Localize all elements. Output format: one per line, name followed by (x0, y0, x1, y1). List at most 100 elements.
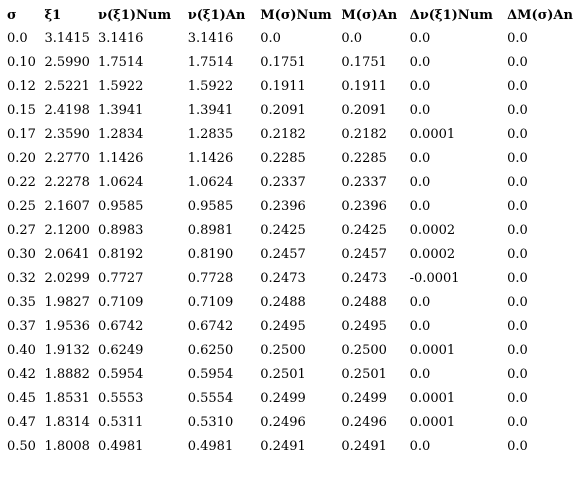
cell-sigma: 0.45 (7, 390, 36, 406)
cell-delta-nu-num: 0.0001 (409, 414, 456, 430)
cell-sigma: 0.32 (7, 270, 36, 286)
cell-nu-an: 0.8981 (187, 222, 234, 238)
cell-m-num: 0.1911 (260, 78, 306, 94)
cell-m-num: 0.2396 (260, 198, 306, 214)
cell-delta-nu-num: 0.0002 (409, 222, 456, 238)
cell-nu-num: 3.1416 (97, 30, 144, 46)
cell-sigma: 0.30 (7, 246, 36, 262)
cell-delta-m-an: 0.0 (507, 198, 528, 214)
cell-m-num: 0.2499 (260, 390, 306, 406)
cell-nu-an: 0.9585 (187, 198, 234, 214)
cell-m-num: 0.2425 (260, 222, 306, 238)
table-row: 0.27 2.1200 0.8983 0.8981 0.2425 0.2425 0.0002… (3, 218, 577, 242)
table-row: 0.15 2.4198 1.3941 1.3941 0.2091 0.2091 0.0 0.0 (3, 98, 577, 122)
cell-xi1: 2.4198 (44, 102, 90, 118)
cell-delta-nu-num: 0.0 (409, 174, 431, 190)
table-row: 0.47 1.8314 0.5311 0.5310 0.2496 0.2496 0.0001… (3, 410, 577, 434)
cell-nu-num: 0.5553 (97, 390, 144, 406)
cell-m-an: 0.2396 (341, 198, 387, 214)
table-row: 0.35 1.9827 0.7109 0.7109 0.2488 0.2488 0.0 0.0 (3, 290, 577, 314)
cell-delta-nu-num: 0.0 (409, 318, 431, 334)
cell-delta-nu-num: 0.0002 (409, 246, 456, 262)
cell-delta-m-an: 0.0 (507, 30, 528, 46)
cell-xi1: 2.0299 (44, 270, 90, 286)
cell-sigma: 0.50 (7, 438, 36, 454)
cell-nu-num: 0.9585 (97, 198, 144, 214)
table-row: 0.40 1.9132 0.6249 0.6250 0.2500 0.2500 0.0001… (3, 338, 577, 362)
cell-delta-m-an: 0.0 (507, 366, 528, 382)
cell-m-an: 0.2091 (341, 102, 387, 118)
header-delta-nu-num: Δν(ξ1)Num (409, 7, 493, 23)
cell-delta-nu-num: 0.0 (409, 30, 431, 46)
header-m-num: M(σ)Num (260, 7, 332, 23)
cell-nu-an: 1.5922 (187, 78, 234, 94)
cell-delta-m-an: 0.0 (507, 102, 528, 118)
cell-m-an: 0.2473 (341, 270, 387, 286)
cell-delta-nu-num: 0.0001 (409, 126, 456, 142)
cell-xi1: 2.3590 (44, 126, 90, 142)
header-nu-an: ν(ξ1)An (187, 7, 246, 23)
cell-delta-m-an: 0.0 (507, 294, 528, 310)
cell-nu-an: 1.2835 (187, 126, 234, 142)
cell-xi1: 1.9827 (44, 294, 90, 310)
cell-delta-nu-num: 0.0 (409, 198, 431, 214)
cell-nu-num: 0.5311 (97, 414, 144, 430)
cell-m-an: 0.2457 (341, 246, 387, 262)
header-m-an: M(σ)An (341, 7, 398, 23)
header-xi1: ξ1 (44, 7, 62, 23)
cell-xi1: 1.8314 (44, 414, 90, 430)
header-row: σ ξ1 ν(ξ1)Num ν(ξ1)An M(σ)Num M(σ)An Δν(… (3, 4, 577, 26)
cell-m-num: 0.2182 (260, 126, 306, 142)
cell-nu-an: 1.7514 (187, 54, 234, 70)
cell-m-an: 0.2425 (341, 222, 387, 238)
cell-delta-m-an: 0.0 (507, 270, 528, 286)
cell-sigma: 0.0 (7, 30, 28, 46)
cell-delta-nu-num: 0.0 (409, 294, 431, 310)
cell-nu-num: 0.6742 (97, 318, 144, 334)
cell-delta-nu-num: 0.0 (409, 366, 431, 382)
cell-m-an: 0.0 (341, 30, 363, 46)
cell-sigma: 0.40 (7, 342, 36, 358)
header-nu-num: ν(ξ1)Num (97, 7, 172, 23)
cell-sigma: 0.20 (7, 150, 36, 166)
cell-nu-an: 0.5954 (187, 366, 234, 382)
cell-sigma: 0.10 (7, 54, 36, 70)
table-row: 0.0 3.1415 3.1416 3.1416 0.0 0.0 0.0 0.0 (3, 26, 577, 50)
cell-xi1: 1.8008 (44, 438, 90, 454)
cell-sigma: 0.42 (7, 366, 36, 382)
cell-xi1: 2.0641 (44, 246, 90, 262)
cell-m-num: 0.2501 (260, 366, 306, 382)
cell-delta-m-an: 0.0 (507, 318, 528, 334)
cell-nu-an: 1.1426 (187, 150, 234, 166)
cell-m-num: 0.2500 (260, 342, 306, 358)
table-header: σ ξ1 ν(ξ1)Num ν(ξ1)An M(σ)Num M(σ)An Δν(… (3, 4, 577, 26)
table-row: 0.50 1.8008 0.4981 0.4981 0.2491 0.2491 0.0 0.0 (3, 434, 577, 458)
cell-nu-an: 0.6742 (187, 318, 234, 334)
cell-m-num: 0.2091 (260, 102, 306, 118)
cell-xi1: 1.9536 (44, 318, 90, 334)
cell-nu-an: 0.5554 (187, 390, 234, 406)
cell-delta-m-an: 0.0 (507, 222, 528, 238)
cell-sigma: 0.47 (7, 414, 36, 430)
cell-m-an: 0.2488 (341, 294, 387, 310)
cell-xi1: 2.1200 (44, 222, 90, 238)
table-body: 0.0 3.1415 3.1416 3.1416 0.0 0.0 0.0 0.0 0.10 2.5… (3, 26, 577, 458)
cell-nu-an: 1.3941 (187, 102, 234, 118)
cell-m-an: 0.1911 (341, 78, 387, 94)
cell-m-num: 0.2491 (260, 438, 306, 454)
table-row: 0.37 1.9536 0.6742 0.6742 0.2495 0.2495 0.0 0.0 (3, 314, 577, 338)
table-row: 0.45 1.8531 0.5553 0.5554 0.2499 0.2499 0.0001… (3, 386, 577, 410)
cell-delta-m-an: 0.0 (507, 246, 528, 262)
cell-nu-an: 0.6250 (187, 342, 234, 358)
cell-nu-num: 0.5954 (97, 366, 144, 382)
cell-delta-m-an: 0.0 (507, 174, 528, 190)
cell-delta-nu-num: 0.0 (409, 102, 431, 118)
header-sigma: σ (7, 7, 17, 23)
cell-delta-nu-num: 0.0 (409, 54, 431, 70)
cell-nu-num: 1.5922 (97, 78, 144, 94)
cell-sigma: 0.37 (7, 318, 36, 334)
cell-nu-num: 1.1426 (97, 150, 144, 166)
cell-delta-m-an: 0.0 (507, 438, 528, 454)
cell-nu-num: 0.8983 (97, 222, 144, 238)
table-row: 0.17 2.3590 1.2834 1.2835 0.2182 0.2182 0.0001… (3, 122, 577, 146)
